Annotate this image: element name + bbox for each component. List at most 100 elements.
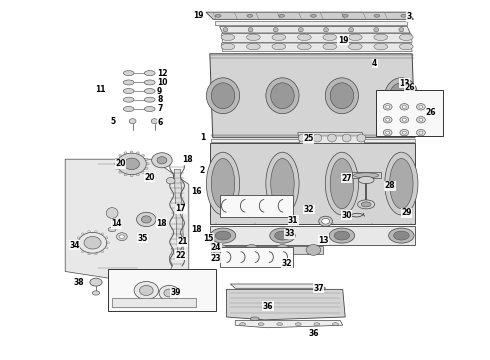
Ellipse shape	[137, 212, 156, 226]
Ellipse shape	[270, 228, 295, 243]
Ellipse shape	[419, 118, 423, 121]
Text: 36: 36	[309, 329, 319, 338]
Ellipse shape	[349, 28, 354, 32]
Polygon shape	[221, 43, 412, 51]
Polygon shape	[174, 169, 184, 255]
Text: 13: 13	[318, 236, 329, 245]
Ellipse shape	[358, 176, 374, 184]
Ellipse shape	[297, 43, 311, 50]
Ellipse shape	[84, 237, 101, 249]
Text: 23: 23	[211, 254, 221, 263]
Polygon shape	[210, 54, 415, 138]
Ellipse shape	[145, 167, 148, 170]
Ellipse shape	[117, 153, 147, 175]
Ellipse shape	[329, 228, 355, 243]
Ellipse shape	[244, 244, 259, 255]
Text: 22: 22	[175, 251, 186, 260]
Ellipse shape	[147, 163, 149, 165]
Ellipse shape	[402, 131, 406, 134]
Polygon shape	[112, 298, 196, 307]
Ellipse shape	[358, 200, 375, 209]
Ellipse shape	[78, 232, 107, 253]
Text: 7: 7	[157, 104, 162, 113]
Ellipse shape	[130, 151, 133, 153]
Text: 29: 29	[401, 208, 412, 217]
Ellipse shape	[90, 278, 102, 286]
Ellipse shape	[105, 237, 108, 239]
Ellipse shape	[123, 97, 134, 102]
Ellipse shape	[374, 34, 388, 41]
Ellipse shape	[400, 117, 409, 123]
Ellipse shape	[402, 105, 406, 108]
Bar	[108, 269, 216, 311]
Text: 35: 35	[138, 234, 148, 243]
Ellipse shape	[108, 227, 116, 231]
Text: 9: 9	[157, 86, 162, 95]
Ellipse shape	[416, 117, 425, 123]
Text: 36: 36	[263, 302, 273, 311]
Ellipse shape	[166, 177, 175, 184]
Text: 17: 17	[175, 204, 186, 213]
Ellipse shape	[145, 80, 155, 85]
Ellipse shape	[383, 104, 392, 110]
Ellipse shape	[115, 167, 118, 170]
Text: 28: 28	[385, 181, 395, 190]
Ellipse shape	[399, 34, 413, 41]
Text: 32: 32	[304, 205, 314, 214]
Ellipse shape	[389, 228, 414, 243]
Ellipse shape	[120, 235, 124, 238]
Ellipse shape	[390, 83, 413, 109]
Ellipse shape	[95, 253, 97, 255]
Ellipse shape	[323, 43, 337, 50]
Ellipse shape	[123, 107, 134, 112]
Text: 6: 6	[157, 118, 162, 127]
Text: 8: 8	[157, 95, 162, 104]
Polygon shape	[210, 143, 415, 224]
Ellipse shape	[130, 175, 133, 177]
Text: 12: 12	[157, 69, 168, 78]
Ellipse shape	[221, 43, 235, 50]
Ellipse shape	[390, 158, 413, 209]
Ellipse shape	[272, 43, 286, 50]
Ellipse shape	[152, 153, 172, 168]
Ellipse shape	[145, 97, 155, 102]
Ellipse shape	[77, 247, 80, 249]
Ellipse shape	[81, 233, 84, 235]
Ellipse shape	[361, 202, 371, 207]
Ellipse shape	[164, 289, 174, 297]
Ellipse shape	[159, 285, 179, 301]
Polygon shape	[215, 22, 407, 25]
Ellipse shape	[400, 130, 409, 136]
Ellipse shape	[272, 34, 286, 41]
Text: 24: 24	[211, 243, 221, 252]
Ellipse shape	[328, 134, 336, 142]
Text: 10: 10	[157, 78, 168, 87]
Polygon shape	[211, 139, 415, 142]
Ellipse shape	[334, 231, 350, 240]
Text: 15: 15	[203, 234, 213, 243]
Ellipse shape	[298, 134, 307, 142]
Ellipse shape	[136, 152, 139, 154]
Ellipse shape	[323, 34, 337, 41]
Ellipse shape	[106, 208, 118, 219]
Ellipse shape	[399, 43, 413, 50]
Ellipse shape	[298, 28, 303, 32]
Ellipse shape	[314, 323, 320, 325]
Ellipse shape	[248, 28, 253, 32]
Ellipse shape	[151, 119, 158, 124]
Ellipse shape	[258, 323, 264, 325]
Ellipse shape	[416, 130, 425, 136]
Text: 4: 4	[372, 59, 377, 68]
Ellipse shape	[221, 34, 235, 41]
Ellipse shape	[240, 323, 245, 325]
Text: 30: 30	[341, 211, 351, 220]
Ellipse shape	[124, 174, 127, 176]
Ellipse shape	[330, 83, 354, 109]
Bar	[376, 90, 443, 136]
Ellipse shape	[400, 104, 409, 110]
Ellipse shape	[92, 291, 99, 295]
Text: 21: 21	[177, 237, 188, 246]
Ellipse shape	[105, 247, 108, 249]
Text: 19: 19	[193, 11, 203, 20]
Ellipse shape	[101, 233, 103, 235]
